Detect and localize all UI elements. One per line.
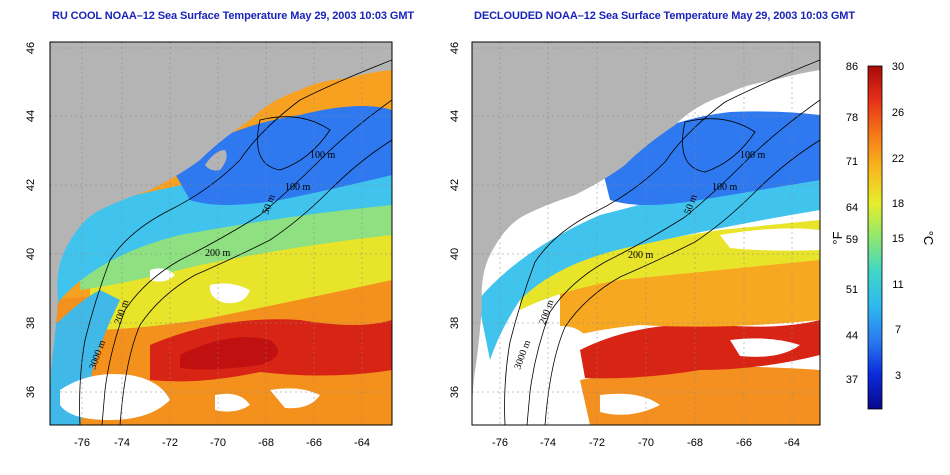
- fahrenheit-tick-label: 78: [846, 112, 858, 124]
- left-contour-label-100m-a: 100 m: [310, 150, 336, 161]
- right-x-tick-label: -72: [589, 437, 605, 449]
- right-y-tick-label: 36: [449, 386, 461, 398]
- celsius-tick-label: 30: [892, 61, 904, 73]
- celsius-tick-label: 15: [892, 233, 904, 245]
- celsius-tick-label: 22: [892, 153, 904, 165]
- left-map: [50, 42, 392, 425]
- celsius-tick-label: 26: [892, 107, 904, 119]
- left-map-frame: [49, 41, 393, 426]
- left-contours: [79, 59, 392, 425]
- left-y-tick-label: 38: [25, 317, 37, 329]
- right-contour-label-100m-b: 100 m: [712, 182, 738, 193]
- right-x-tick-label: -74: [540, 437, 556, 449]
- left-x-tick-label: -72: [162, 437, 178, 449]
- left-x-tick-label: -76: [74, 437, 90, 449]
- left-y-tick-label: 36: [25, 386, 37, 398]
- celsius-tick-label: 11: [892, 279, 903, 291]
- fahrenheit-tick-label: 86: [846, 61, 858, 73]
- left-x-tick-label: -66: [306, 437, 322, 449]
- colorbar-celsius-label: °C: [921, 231, 936, 246]
- left-contour-label-200m: 200 m: [205, 248, 231, 259]
- right-land: [472, 42, 820, 425]
- right-y-tick-label: 38: [449, 317, 461, 329]
- left-y-tick-label: 46: [25, 42, 37, 54]
- colorbar-celsius-ticks: 30 26 22 18 15 11 7 3: [892, 61, 904, 382]
- right-contour-label-100m-a: 100 m: [740, 150, 766, 161]
- left-x-tick-label: -64: [354, 437, 370, 449]
- left-contour-label-100m-b: 100 m: [285, 182, 311, 193]
- right-x-tick-label: -76: [492, 437, 508, 449]
- right-orange-band: [560, 255, 820, 340]
- celsius-tick-label: 7: [895, 324, 901, 336]
- left-cloud-patches: [60, 268, 320, 420]
- right-y-tick-label: 40: [449, 248, 461, 260]
- right-panel-title: DECLOUDED NOAA–12 Sea Surface Temperatur…: [474, 10, 855, 22]
- left-grid: [50, 42, 392, 425]
- left-land: [50, 42, 392, 425]
- left-y-tick-label: 42: [25, 179, 37, 191]
- left-x-tick-label: -74: [114, 437, 130, 449]
- fahrenheit-tick-label: 37: [846, 374, 858, 386]
- fahrenheit-tick-label: 44: [846, 330, 858, 342]
- right-map-frame: [471, 41, 821, 426]
- right-x-tick-label: -68: [687, 437, 703, 449]
- fahrenheit-tick-label: 71: [846, 156, 858, 168]
- right-y-tick-label: 46: [449, 42, 461, 54]
- fahrenheit-tick-label: 64: [846, 202, 858, 214]
- left-y-axis: 46 44 42 40 38 36: [25, 42, 37, 398]
- right-map: [472, 42, 820, 425]
- colorbar-scale: [867, 65, 883, 410]
- right-cool-band: [478, 160, 820, 360]
- right-x-tick-label: -64: [784, 437, 800, 449]
- left-x-tick-label: -70: [210, 437, 226, 449]
- right-y-tick-label: 44: [449, 110, 461, 122]
- right-grid: [472, 42, 820, 425]
- right-hot-zone: [580, 320, 820, 379]
- left-cape-cod: [205, 150, 227, 171]
- colorbar-fahrenheit-label: °F: [830, 231, 845, 244]
- right-y-axis: 46 44 42 40 38 36: [449, 42, 461, 398]
- fahrenheit-tick-label: 51: [846, 284, 858, 296]
- right-x-axis: -76 -74 -72 -70 -68 -66 -64: [492, 437, 800, 449]
- right-x-tick-label: -66: [736, 437, 752, 449]
- right-contour-label-200m: 200 m: [628, 250, 654, 261]
- left-red-spot: [180, 337, 278, 370]
- left-x-axis: -76 -74 -72 -70 -68 -66 -64: [74, 437, 370, 449]
- right-y-tick-label: 42: [449, 179, 461, 191]
- left-yellow-band: [90, 225, 392, 330]
- celsius-tick-label: 18: [892, 198, 904, 210]
- left-x-tick-label: -68: [258, 437, 274, 449]
- fahrenheit-tick-label: 59: [846, 234, 858, 246]
- colorbar-fahrenheit-ticks: 86 78 71 64 59 51 44 37: [846, 61, 858, 386]
- right-x-tick-label: -70: [638, 437, 654, 449]
- celsius-tick-label: 3: [895, 370, 901, 382]
- left-panel-title: RU COOL NOAA–12 Sea Surface Temperature …: [52, 10, 415, 22]
- left-y-tick-label: 44: [25, 110, 37, 122]
- colorbar: 86 78 71 64 59 51 44 37 30 26 22 18 15 1…: [830, 61, 936, 410]
- left-y-tick-label: 40: [25, 248, 37, 260]
- left-cold-zone: [170, 106, 392, 205]
